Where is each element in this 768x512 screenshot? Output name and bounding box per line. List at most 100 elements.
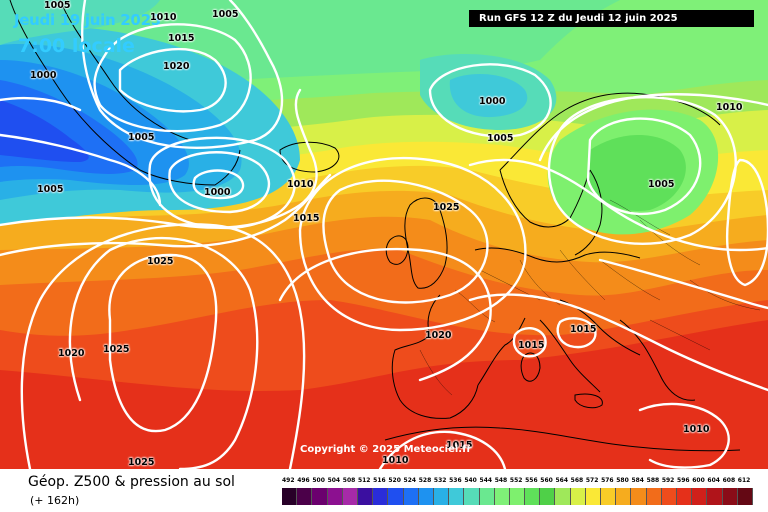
isobar <box>428 63 552 138</box>
isobar <box>322 179 489 304</box>
legend-color-cell <box>555 488 571 505</box>
legend-color-cell <box>707 488 723 505</box>
legend-color-cell <box>327 488 343 505</box>
pressure-label: 1000 <box>479 96 506 107</box>
legend-tick-label: 520 <box>388 477 401 484</box>
legend-tick-label: 544 <box>479 477 493 484</box>
isobar <box>0 173 332 257</box>
legend-color-cell <box>282 488 298 505</box>
map-title: Géop. Z500 & pression au sol <box>28 474 235 490</box>
pressure-label: 1005 <box>487 133 514 144</box>
pressure-label: 1010 <box>683 424 710 435</box>
isobar <box>298 156 527 332</box>
legend-color-cell <box>601 488 617 505</box>
legend-tick-label: 568 <box>570 477 584 484</box>
legend-tick-label: 580 <box>616 477 629 484</box>
legend-tick-label: 560 <box>540 477 553 484</box>
legend-tick-label: 540 <box>464 477 477 484</box>
pressure-label: 1020 <box>58 348 85 359</box>
isobar <box>468 158 768 252</box>
legend-tick-label: 496 <box>297 477 310 484</box>
legend-color-cell <box>737 488 753 505</box>
legend-tick-label: 564 <box>555 477 568 484</box>
isobar <box>0 133 162 207</box>
pressure-label: 1020 <box>163 61 190 72</box>
isobar <box>118 47 227 113</box>
isobar <box>81 0 284 149</box>
legend-tick-label: 604 <box>707 477 720 484</box>
legend-color-cell <box>342 488 358 505</box>
legend-color-cell <box>570 488 586 505</box>
pressure-label: 1025 <box>433 202 460 213</box>
legend-tick-label: 608 <box>722 477 736 484</box>
legend-color-cell <box>646 488 662 505</box>
isobar <box>192 169 245 200</box>
color-scale-legend: 492 496 500 504 508 512 516 520 524 528 532 536 540 5… <box>282 477 753 507</box>
z500-band <box>449 74 528 118</box>
forecast-date: Jeudi 19 juin 2025 <box>14 11 161 29</box>
legend-color-cell <box>449 488 465 505</box>
legend-color-cell <box>433 488 450 505</box>
legend-tick-label: 596 <box>677 477 690 484</box>
footer: Géop. Z500 & pression au sol (+ 162h) 49… <box>0 469 768 512</box>
legend-tick-label: 500 <box>312 477 325 484</box>
legend-color-cell <box>509 488 526 505</box>
isobar <box>638 402 730 469</box>
legend-tick-label: 572 <box>585 477 599 484</box>
isobar <box>556 317 597 349</box>
pressure-label: 1015 <box>446 440 473 451</box>
isobar <box>148 136 296 230</box>
borders <box>419 199 761 396</box>
isobar <box>68 237 259 469</box>
legend-tick-label: 512 <box>357 477 371 484</box>
legend-tick-label: 552 <box>509 477 523 484</box>
pressure-label: 1010 <box>150 12 177 23</box>
copyright-notice: Copyright © 2025 Meteociel.fr <box>300 444 472 455</box>
legend-tick-label: 612 <box>737 477 751 484</box>
run-info-banner: Run GFS 12 Z du Jeudi 12 juin 2025 <box>469 10 754 27</box>
pressure-label: 1000 <box>204 187 231 198</box>
lead-time: (+ 162h) <box>30 494 80 507</box>
pressure-label: 1005 <box>37 184 64 195</box>
legend-color-cell <box>464 488 480 505</box>
legend-color-cell <box>631 488 647 505</box>
legend-tick-label: 492 <box>282 477 295 484</box>
pressure-label: 1025 <box>128 457 155 468</box>
pressure-label: 1010 <box>716 102 743 113</box>
legend-tick-label: 592 <box>661 477 675 484</box>
legend-color-cell <box>403 488 419 505</box>
z500-band <box>0 0 160 45</box>
pressure-label: 1005 <box>648 179 675 190</box>
isobar <box>168 151 271 214</box>
legend-tick-label: 548 <box>494 477 508 484</box>
legend-color-cell <box>722 488 738 505</box>
isobar <box>468 293 768 392</box>
legend-tick-label: 588 <box>646 477 660 484</box>
pressure-label: 1005 <box>44 0 71 11</box>
pressure-label: 1010 <box>287 179 314 190</box>
pressure-label: 1025 <box>103 344 130 355</box>
pressure-label: 1010 <box>382 455 409 466</box>
legend-tick-label: 524 <box>403 477 417 484</box>
pressure-label: 1015 <box>518 340 545 351</box>
legend-color-cell <box>525 488 541 505</box>
pressure-label: 1015 <box>570 324 597 335</box>
legend-color-cell <box>585 488 602 505</box>
isobar <box>0 96 82 112</box>
geopotential-map <box>0 0 768 469</box>
legend-color-cell <box>312 488 328 505</box>
pressure-label: 1015 <box>168 33 195 44</box>
legend-color-cell <box>540 488 556 505</box>
z500-band <box>588 135 686 211</box>
legend-tick-label: 504 <box>327 477 341 484</box>
pressure-label: 1005 <box>212 9 239 20</box>
isobar <box>93 23 252 133</box>
pressure-label: 1000 <box>30 70 57 81</box>
isobar <box>278 247 492 382</box>
legend-tick-label: 508 <box>342 477 356 484</box>
legend-tick-label: 600 <box>692 477 705 484</box>
forecast-local-time: 7:00 locale <box>18 35 135 57</box>
legend-color-cell <box>677 488 693 505</box>
legend-tick-label: 528 <box>418 477 432 484</box>
